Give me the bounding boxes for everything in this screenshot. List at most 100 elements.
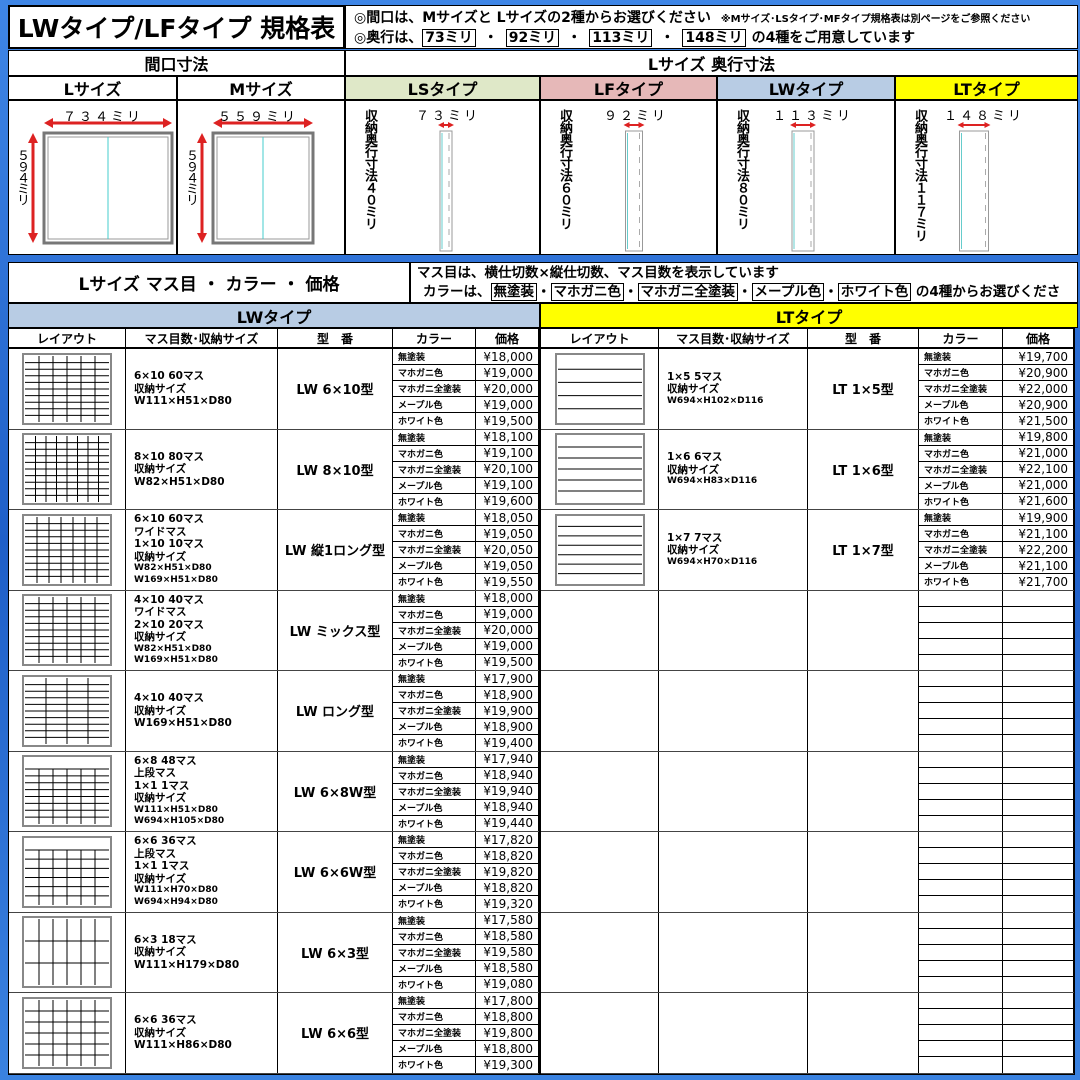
empty-cell <box>1003 768 1073 784</box>
layout-cell <box>541 912 659 992</box>
spec-line: 上段マス <box>134 847 176 860</box>
price-value: ¥19,940 <box>476 784 538 800</box>
table-row: 6×10 60マス 収納サイズ W111×H51×D80 LW 6×10型 無塗装 マホガ… <box>9 349 539 430</box>
empty-cell <box>1003 929 1073 945</box>
cabinet-front-drawing <box>28 118 174 245</box>
spec-cell: 6×6 36マス 上段マス 1×1 1マス 収納サイズ W111×H70×D80 W694… <box>126 832 278 912</box>
empty-cell <box>919 913 1002 929</box>
cabinet-side-drawing <box>623 122 645 252</box>
color-option: 無塗装 <box>393 349 475 366</box>
frontage-diagram: ７３４ミリ ５９４ミリ <box>8 100 177 255</box>
separator: ・ <box>660 30 675 46</box>
spec-line: W82×H51×D80 <box>134 643 212 654</box>
column-header: カラー <box>393 329 476 347</box>
price-list: ¥19,700 ¥20,900 ¥22,000 ¥20,900 ¥21,500 <box>1003 349 1074 429</box>
color-option: ホワイト色 <box>398 578 444 589</box>
color-option: マホガニ色 <box>393 446 475 462</box>
empty-cell <box>1003 896 1073 911</box>
grid-note: マス目は、横仕切数×縦仕切数、マス目数を表示しています <box>417 265 779 281</box>
spec-line: 収納サイズ <box>134 704 187 717</box>
spec-cell: 4×10 40マス 収納サイズ W169×H51×D80 <box>126 671 278 751</box>
color-option-box: メープル色 <box>751 283 825 301</box>
color-option: マホガニ色 <box>393 848 475 865</box>
color-list <box>919 751 1003 831</box>
model-number: LT 1×6型 <box>808 429 919 509</box>
color-option: ホワイト色 <box>398 658 444 669</box>
height-dimension: ５９４ミリ <box>14 149 29 204</box>
price-value: ¥21,500 <box>1018 413 1068 428</box>
layout-cell <box>9 912 126 992</box>
spec-line: 収納サイズ <box>134 1026 187 1039</box>
column-header: マス目数･収納サイズ <box>659 329 808 347</box>
spec-cell <box>659 832 808 912</box>
model-number <box>808 832 919 912</box>
color-option: 無塗装 <box>919 349 1002 366</box>
empty-cell <box>1003 719 1073 736</box>
model-number <box>808 590 919 670</box>
cabinet-side-drawing <box>790 122 816 252</box>
lw-type-bar: LWタイプ <box>8 303 540 328</box>
price-list: ¥18,100 ¥19,100 ¥20,100 ¥19,100 ¥19,600 <box>476 429 539 509</box>
price-value: ¥22,000 <box>1003 381 1073 398</box>
empty-cell <box>1003 735 1073 750</box>
model-number: LW 8×10型 <box>278 429 393 509</box>
price-value: ¥19,440 <box>483 816 533 831</box>
price-list: ¥18,000 ¥19,000 ¥20,000 ¥19,000 ¥19,500 <box>476 590 539 670</box>
price-value: ¥18,580 <box>476 961 538 977</box>
price-value: ¥20,000 <box>476 623 538 639</box>
depth-option-box: 148ミリ <box>682 29 746 47</box>
model-number: LW 6×6W型 <box>278 832 393 912</box>
layout-cell <box>9 429 126 509</box>
empty-cell <box>1003 1057 1073 1072</box>
price-list: ¥17,800 ¥18,800 ¥19,800 ¥18,800 ¥19,300 <box>476 993 539 1073</box>
frontage-size-header: Mサイズ <box>177 76 345 100</box>
price-list: ¥19,800 ¥21,000 ¥22,100 ¥21,000 ¥21,600 <box>1003 429 1074 509</box>
price-list <box>1003 671 1074 751</box>
spec-line: 6×10 60マス <box>134 513 204 526</box>
price-value: ¥20,050 <box>476 542 538 559</box>
color-list: 無塗装 マホガニ色 マホガニ全塗装 メープル色 ホワイト色 <box>393 590 476 670</box>
color-option: メープル色 <box>393 880 475 897</box>
price-value: ¥18,000 <box>476 349 538 366</box>
empty-cell <box>1003 945 1073 961</box>
color-option: マホガニ全塗装 <box>393 462 475 478</box>
depth-outer-dimension: １１３ミリ <box>773 109 854 124</box>
separator: ・ <box>624 284 638 300</box>
color-option: メープル色 <box>393 800 475 816</box>
price-value: ¥17,800 <box>476 993 538 1010</box>
frontage-size-header: Lサイズ <box>8 76 177 100</box>
page-title: LWタイプ/LFタイプ 規格表 <box>8 5 345 49</box>
spec-line: 収納サイズ <box>134 631 187 644</box>
price-value: ¥19,320 <box>483 896 533 911</box>
spec-line: W694×H105×D80 <box>134 816 225 827</box>
empty-cell <box>919 1025 1002 1042</box>
color-option: 無塗装 <box>393 510 475 527</box>
depth-type-header: LTタイプ <box>895 76 1078 100</box>
table-row: 6×6 36マス 上段マス 1×1 1マス 収納サイズ W111×H70×D80 W694… <box>9 832 539 913</box>
color-option: マホガニ全塗装 <box>393 542 475 559</box>
empty-cell <box>919 896 1002 911</box>
inner-depth-label: 収納奥行寸法４０ミリ <box>362 109 377 229</box>
empty-cell <box>919 752 1002 768</box>
spec-line: W169×H51×D80 <box>134 574 218 585</box>
color-option: メープル色 <box>393 639 475 655</box>
price-value: ¥19,580 <box>476 945 538 961</box>
color-option-box: マホガニ色 <box>550 283 624 301</box>
color-option: ホワイト色 <box>398 497 444 508</box>
empty-cell <box>919 623 1002 639</box>
price-value: ¥18,900 <box>476 719 538 736</box>
empty-cell <box>919 832 1002 849</box>
spec-line: W111×H70×D80 <box>134 885 218 896</box>
color-option: マホガニ色 <box>393 687 475 704</box>
price-list <box>1003 912 1074 992</box>
column-header: マス目数･収納サイズ <box>126 329 278 347</box>
table-row <box>541 671 1074 752</box>
spec-cell: 1×5 5マス 収納サイズ W694×H102×D116 <box>659 349 808 429</box>
price-value: ¥20,100 <box>476 462 538 478</box>
empty-cell <box>1003 591 1073 607</box>
empty-cell <box>1003 1025 1073 1042</box>
spec-line: W694×H70×D116 <box>667 556 758 567</box>
empty-cell <box>1003 639 1073 655</box>
price-value: ¥19,500 <box>483 655 533 670</box>
empty-cell <box>919 671 1002 688</box>
